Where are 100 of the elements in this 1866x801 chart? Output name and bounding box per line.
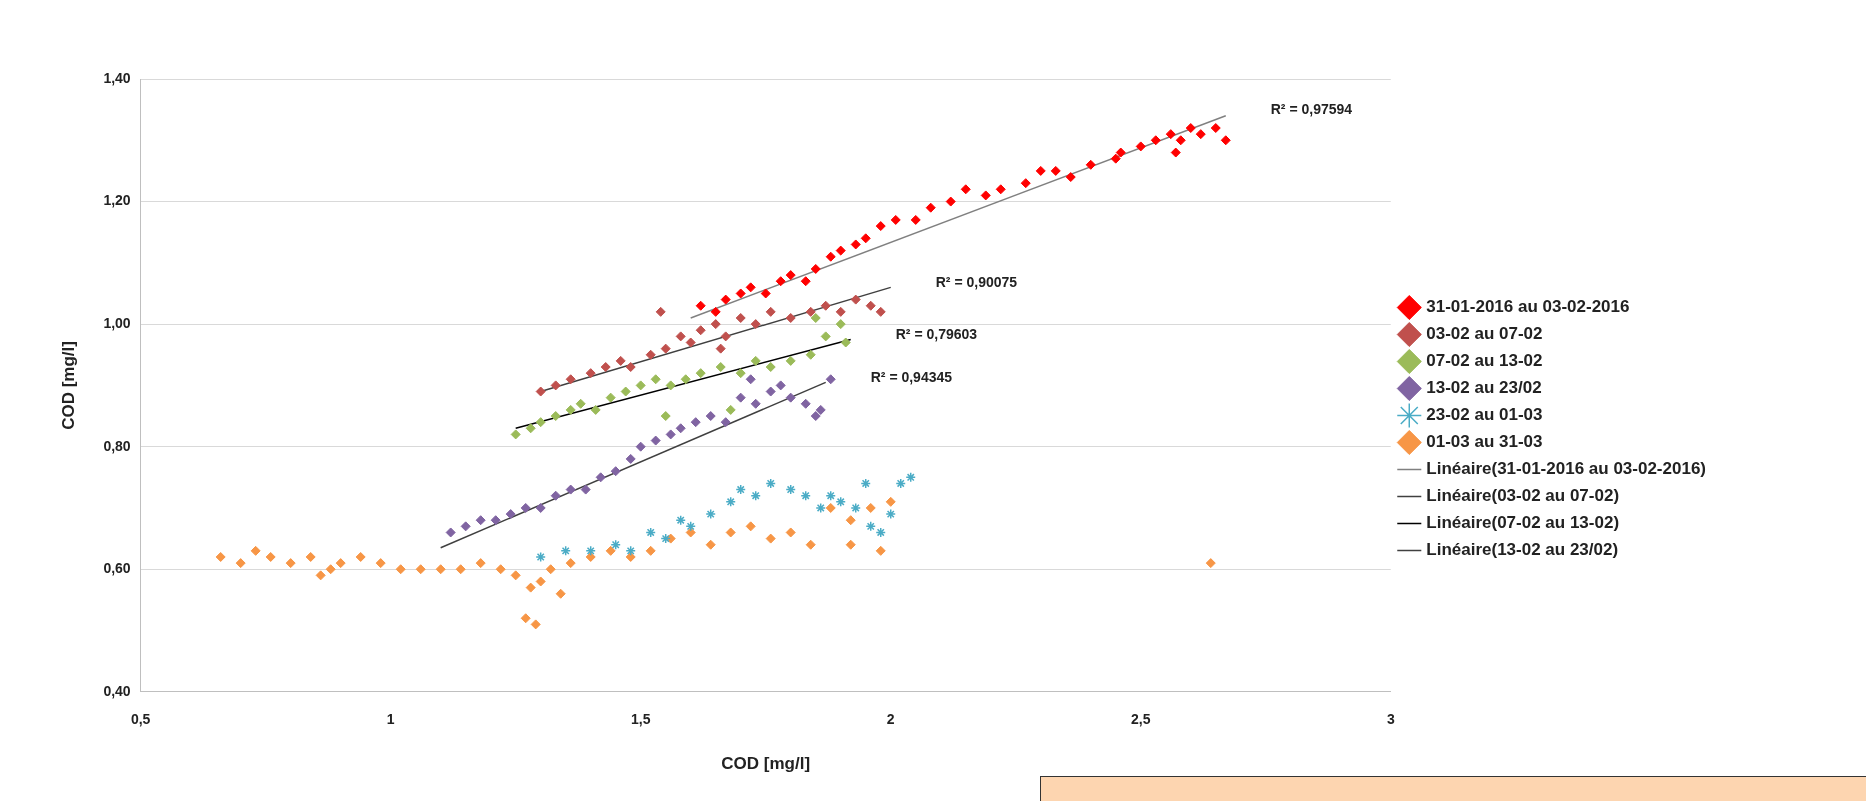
point bbox=[520, 613, 531, 624]
point bbox=[490, 515, 501, 526]
point bbox=[1195, 129, 1206, 140]
point bbox=[835, 496, 846, 508]
annotation: R² = 0,97594 bbox=[1270, 100, 1353, 117]
point bbox=[725, 527, 736, 538]
point bbox=[835, 319, 846, 330]
point bbox=[785, 355, 796, 366]
point bbox=[945, 196, 956, 207]
legend-label: 13-02 au 23/02 bbox=[1426, 378, 1542, 398]
point bbox=[860, 478, 871, 489]
point bbox=[565, 404, 576, 415]
x-axis-title: COD [mg/l] bbox=[721, 754, 811, 774]
point bbox=[560, 545, 571, 557]
point bbox=[825, 374, 836, 385]
point bbox=[250, 545, 261, 556]
point bbox=[785, 527, 796, 538]
point bbox=[805, 539, 816, 550]
point bbox=[850, 239, 861, 250]
point bbox=[850, 294, 861, 305]
annotation: R² = 0,90075 bbox=[935, 274, 1018, 291]
y-tick-label: 1,00 bbox=[103, 314, 131, 331]
point bbox=[1050, 165, 1061, 176]
point bbox=[925, 202, 936, 213]
point bbox=[565, 484, 576, 495]
point bbox=[535, 551, 546, 563]
point bbox=[705, 539, 716, 550]
point bbox=[750, 355, 761, 366]
y-tick-label: 1,40 bbox=[103, 69, 131, 86]
annotation: R² = 0,79603 bbox=[895, 326, 978, 343]
point bbox=[355, 551, 366, 562]
x-tick-label: 3 bbox=[1386, 711, 1395, 728]
point bbox=[1220, 135, 1231, 146]
point bbox=[825, 502, 836, 513]
point bbox=[535, 576, 546, 587]
point bbox=[1020, 178, 1031, 189]
point bbox=[875, 545, 886, 556]
point bbox=[505, 509, 516, 520]
point bbox=[445, 527, 456, 538]
point bbox=[910, 214, 921, 225]
point bbox=[805, 349, 816, 360]
x-tick-label: 2,5 bbox=[1131, 711, 1151, 728]
point bbox=[695, 300, 706, 311]
point bbox=[685, 337, 696, 348]
point bbox=[565, 374, 576, 385]
point bbox=[525, 423, 536, 434]
point bbox=[585, 545, 596, 557]
point bbox=[535, 502, 546, 513]
point bbox=[785, 392, 796, 403]
point bbox=[665, 380, 676, 391]
point bbox=[615, 355, 626, 366]
point bbox=[765, 362, 776, 373]
point bbox=[745, 374, 756, 385]
point bbox=[845, 539, 856, 550]
point bbox=[820, 331, 831, 342]
point bbox=[760, 288, 771, 299]
legend-label: Linéaire(13-02 au 23/02) bbox=[1426, 540, 1619, 560]
y-tick-label: 0,80 bbox=[103, 437, 131, 454]
point bbox=[550, 411, 561, 422]
point bbox=[875, 527, 886, 538]
point bbox=[685, 527, 696, 538]
point bbox=[555, 588, 566, 599]
point bbox=[865, 300, 876, 311]
point bbox=[660, 411, 671, 422]
point bbox=[625, 453, 636, 464]
point bbox=[705, 411, 716, 422]
point bbox=[735, 312, 746, 323]
point bbox=[705, 508, 716, 520]
point bbox=[745, 282, 756, 293]
point bbox=[1170, 147, 1181, 158]
point bbox=[610, 539, 621, 550]
point bbox=[590, 404, 601, 415]
point bbox=[710, 306, 721, 317]
point bbox=[805, 306, 816, 317]
point bbox=[710, 319, 721, 330]
point bbox=[675, 514, 686, 526]
point bbox=[215, 551, 226, 562]
point bbox=[890, 214, 901, 225]
legend-label: 07-02 au 13-02 bbox=[1426, 351, 1543, 371]
point bbox=[810, 263, 821, 274]
point bbox=[765, 386, 776, 397]
point bbox=[625, 545, 636, 557]
point bbox=[1085, 159, 1096, 170]
point bbox=[715, 343, 726, 354]
point bbox=[905, 472, 916, 483]
point bbox=[620, 386, 631, 397]
point bbox=[1185, 123, 1196, 134]
point bbox=[265, 551, 276, 562]
point bbox=[885, 496, 896, 507]
point bbox=[585, 368, 596, 379]
point bbox=[765, 533, 776, 544]
point bbox=[895, 478, 906, 489]
point bbox=[655, 306, 666, 317]
point bbox=[530, 619, 541, 630]
point bbox=[815, 502, 826, 514]
x-tick-label: 1 bbox=[386, 711, 395, 728]
point bbox=[325, 564, 336, 575]
point bbox=[980, 190, 991, 201]
point bbox=[335, 558, 346, 569]
x-tick-label: 0,5 bbox=[130, 711, 151, 728]
